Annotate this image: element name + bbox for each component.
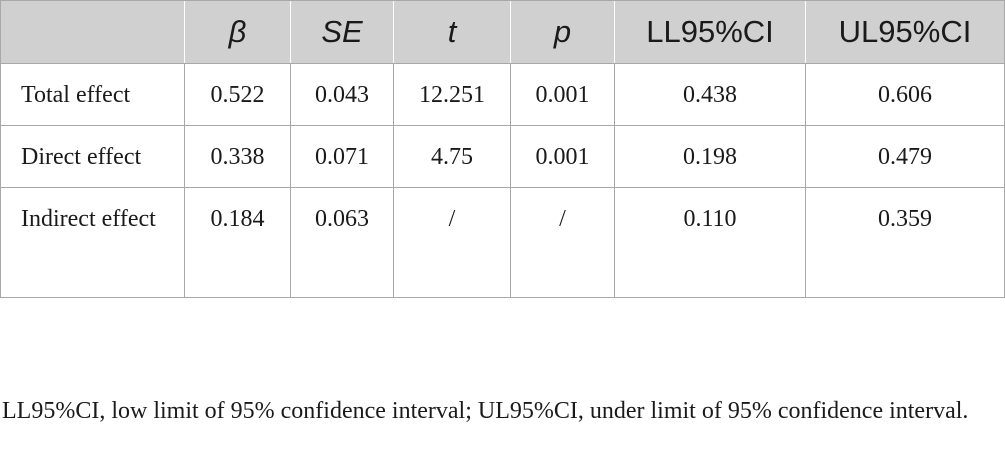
header-cell-beta: β [184,0,291,64]
header-cell-p: p [510,0,615,64]
cell-p: 0.001 [510,63,615,126]
cell-ll95ci: 0.438 [614,63,806,126]
cell-ll95ci: 0.198 [614,125,806,188]
cell-se: 0.063 [290,187,394,298]
header-cell-se: SE [290,0,394,64]
table-row: Direct effect 0.338 0.071 4.75 0.001 0.1… [0,125,1005,188]
cell-p: / [510,187,615,298]
cell-se: 0.043 [290,63,394,126]
cell-t: / [393,187,511,298]
cell-se: 0.071 [290,125,394,188]
table-footnote: LL95%CI, low limit of 95% confidence int… [2,398,969,424]
cell-ul95ci: 0.479 [805,125,1005,188]
table-row: Indirect effect 0.184 0.063 / / 0.110 0.… [0,187,1005,298]
row-label: Total effect [0,63,185,126]
cell-ll95ci: 0.110 [614,187,806,298]
table-row: Total effect 0.522 0.043 12.251 0.001 0.… [0,63,1005,126]
header-row: β SE t p LL95%CI UL95%CI [0,0,1005,64]
cell-beta: 0.184 [184,187,291,298]
header-cell-ll95ci: LL95%CI [614,0,806,64]
header-cell-t: t [393,0,511,64]
header-cell-empty [0,0,185,64]
cell-t: 4.75 [393,125,511,188]
cell-ul95ci: 0.359 [805,187,1005,298]
cell-p: 0.001 [510,125,615,188]
cell-beta: 0.338 [184,125,291,188]
cell-ul95ci: 0.606 [805,63,1005,126]
row-label: Direct effect [0,125,185,188]
cell-t: 12.251 [393,63,511,126]
cell-beta: 0.522 [184,63,291,126]
header-cell-ul95ci: UL95%CI [805,0,1005,64]
row-label: Indirect effect [0,187,185,298]
results-table: β SE t p LL95%CI UL95%CI Total effect 0.… [0,0,1005,298]
